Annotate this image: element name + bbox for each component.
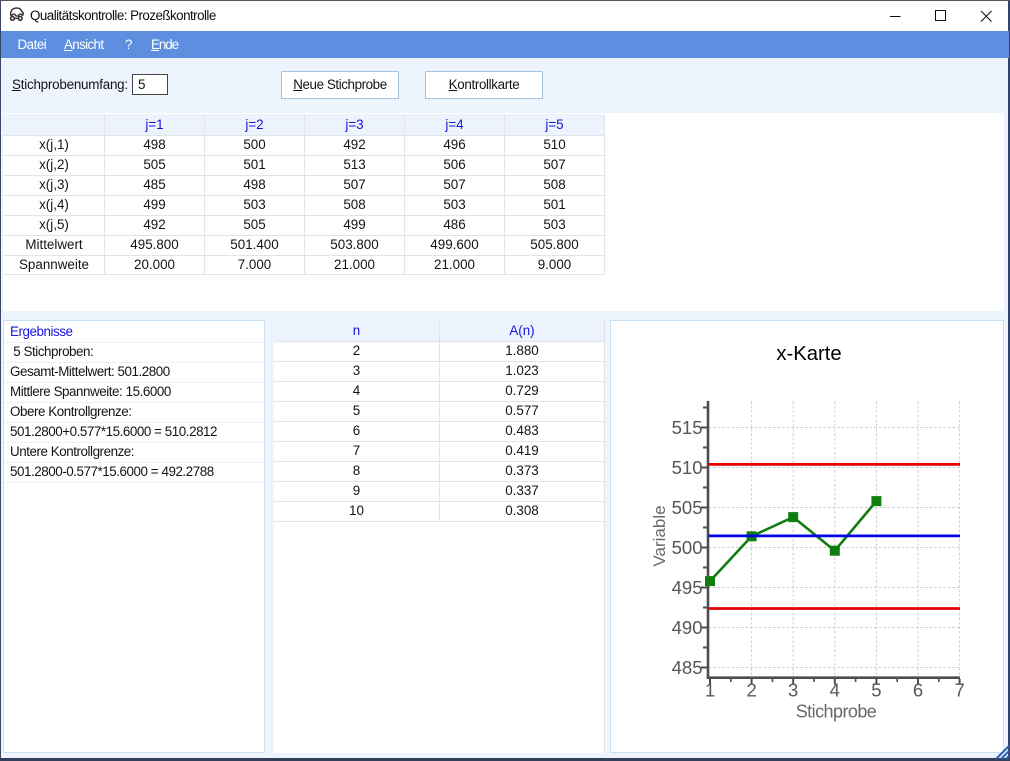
svg-text:495: 495 bbox=[672, 577, 703, 598]
svg-text:2: 2 bbox=[746, 680, 756, 701]
svg-text:490: 490 bbox=[672, 617, 703, 638]
svg-text:7: 7 bbox=[954, 680, 964, 701]
svg-text:6: 6 bbox=[913, 680, 923, 701]
svg-text:485: 485 bbox=[672, 657, 703, 678]
svg-text:4: 4 bbox=[830, 680, 840, 701]
svg-text:1: 1 bbox=[705, 680, 715, 701]
svg-text:x-Karte: x-Karte bbox=[776, 343, 841, 365]
svg-text:500: 500 bbox=[672, 537, 703, 558]
svg-text:Variable: Variable bbox=[650, 505, 669, 566]
svg-text:3: 3 bbox=[788, 680, 798, 701]
svg-text:510: 510 bbox=[672, 457, 703, 478]
svg-text:515: 515 bbox=[672, 417, 703, 438]
svg-text:505: 505 bbox=[672, 497, 703, 518]
svg-text:5: 5 bbox=[871, 680, 881, 701]
svg-text:Stichprobe: Stichprobe bbox=[796, 701, 877, 721]
